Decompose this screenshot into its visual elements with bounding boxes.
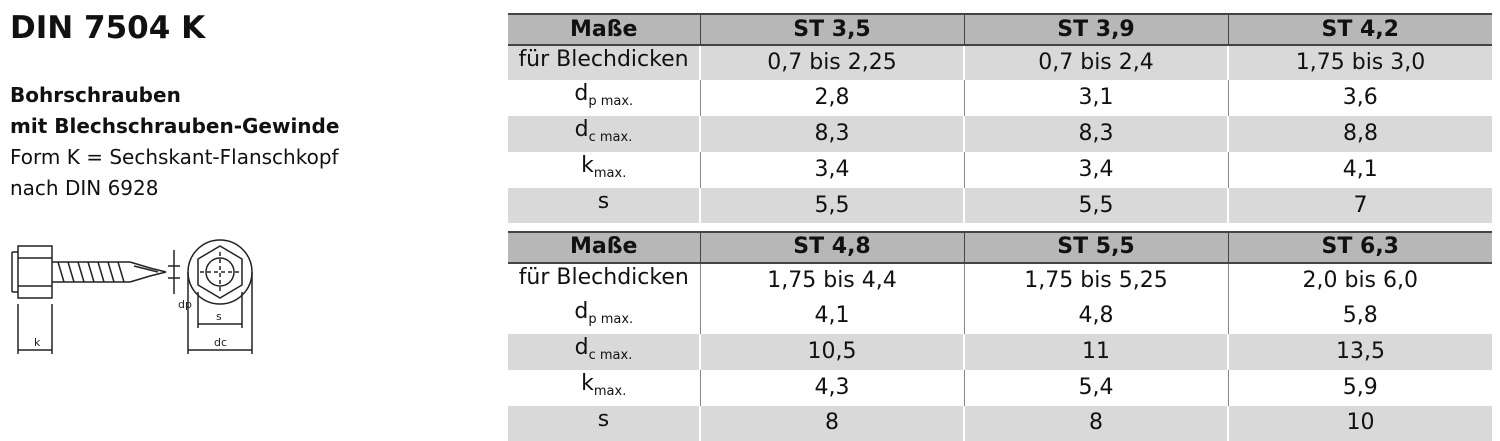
table-row: für Blechdicken 1,75 bis 4,4 1,75 bis 5,… bbox=[508, 262, 1492, 299]
table-cell: 2,8 bbox=[699, 80, 964, 117]
table-row: s 5,5 5,5 7 bbox=[508, 188, 1492, 223]
row-label: dc max. bbox=[508, 116, 700, 153]
table-cell: 8,3 bbox=[699, 116, 964, 153]
table-header-row: Maße ST 4,8 ST 5,5 ST 6,3 bbox=[508, 230, 1492, 264]
table-cell: 0,7 bis 2,4 bbox=[963, 45, 1228, 81]
table-row: kmax. 4,3 5,4 5,9 bbox=[508, 370, 1492, 407]
table-row: für Blechdicken 0,7 bis 2,25 0,7 bis 2,4… bbox=[508, 45, 1492, 81]
table-row: dc max. 10,5 11 13,5 bbox=[508, 334, 1492, 371]
page-title: DIN 7504 K bbox=[10, 10, 206, 46]
table-row: s 8 8 10 bbox=[508, 406, 1492, 441]
table-cell: 5,8 bbox=[1227, 298, 1492, 335]
column-header: Maße bbox=[508, 230, 700, 264]
row-label: dp max. bbox=[508, 80, 700, 117]
description-line-3: Form K = Sechskant-Flanschkopf bbox=[10, 145, 339, 169]
dim-label-s: s bbox=[216, 310, 222, 323]
screw-head-side-view bbox=[11, 245, 53, 299]
table-cell: 10,5 bbox=[699, 334, 964, 371]
table-cell: 0,7 bis 2,25 bbox=[699, 45, 964, 81]
table-cell: 7 bbox=[1227, 188, 1492, 223]
row-label: kmax. bbox=[508, 370, 700, 407]
table-cell: 3,4 bbox=[963, 152, 1228, 189]
table-cell: 5,4 bbox=[963, 370, 1228, 407]
row-label: dc max. bbox=[508, 334, 700, 371]
dim-label-dp: dp bbox=[178, 298, 192, 311]
description-line-1: Bohrschrauben bbox=[10, 83, 181, 107]
table-cell: 8 bbox=[699, 406, 964, 441]
row-label: s bbox=[508, 406, 700, 441]
table-cell: 2,0 bis 6,0 bbox=[1227, 262, 1492, 299]
table-cell: 3,1 bbox=[963, 80, 1228, 117]
table-cell: 5,5 bbox=[699, 188, 964, 223]
table-cell: 1,75 bis 3,0 bbox=[1227, 45, 1492, 81]
table-cell: 8 bbox=[963, 406, 1228, 441]
dimension-table-1: Maße ST 3,5 ST 3,9 ST 4,2 für Blechdicke… bbox=[508, 13, 1492, 223]
column-header: ST 4,8 bbox=[699, 230, 964, 264]
table-row: dp max. 2,8 3,1 3,6 bbox=[508, 80, 1492, 117]
column-header: ST 5,5 bbox=[963, 230, 1228, 264]
table-cell: 10 bbox=[1227, 406, 1492, 441]
row-label: kmax. bbox=[508, 152, 700, 189]
screw-thread-side-view bbox=[52, 261, 167, 283]
table-cell: 1,75 bis 5,25 bbox=[963, 262, 1228, 299]
table-cell: 8,3 bbox=[963, 116, 1228, 153]
table-cell: 4,8 bbox=[963, 298, 1228, 335]
table-cell: 4,1 bbox=[1227, 152, 1492, 189]
table-cell: 4,1 bbox=[699, 298, 964, 335]
column-header: ST 3,5 bbox=[699, 13, 964, 46]
table-cell: 3,6 bbox=[1227, 80, 1492, 117]
column-header: ST 6,3 bbox=[1227, 230, 1492, 264]
table-row: dc max. 8,3 8,3 8,8 bbox=[508, 116, 1492, 153]
table-cell: 1,75 bis 4,4 bbox=[699, 262, 964, 299]
table-cell: 8,8 bbox=[1227, 116, 1492, 153]
table-header-row: Maße ST 3,5 ST 3,9 ST 4,2 bbox=[508, 13, 1492, 46]
dim-label-dc: dc bbox=[214, 336, 227, 349]
dimension-table-2: Maße ST 4,8 ST 5,5 ST 6,3 für Blechdicke… bbox=[508, 230, 1492, 441]
screw-technical-drawing: k dp s dc bbox=[11, 239, 253, 354]
table-cell: 11 bbox=[963, 334, 1228, 371]
table-cell: 5,9 bbox=[1227, 370, 1492, 407]
dimension-tables: Maße ST 3,5 ST 3,9 ST 4,2 für Blechdicke… bbox=[508, 13, 1492, 441]
column-header: ST 3,9 bbox=[963, 13, 1228, 46]
table-cell: 5,5 bbox=[963, 188, 1228, 223]
row-label: für Blechdicken bbox=[508, 262, 700, 299]
row-label: für Blechdicken bbox=[508, 45, 700, 81]
column-header: Maße bbox=[508, 13, 700, 46]
row-label: dp max. bbox=[508, 298, 700, 335]
table-cell: 3,4 bbox=[699, 152, 964, 189]
table-row: dp max. 4,1 4,8 5,8 bbox=[508, 298, 1492, 335]
description-line-2: mit Blechschrauben-Gewinde bbox=[10, 114, 340, 138]
product-description: Bohrschrauben mit Blechschrauben-Gewinde… bbox=[10, 80, 339, 204]
dim-label-k: k bbox=[34, 336, 41, 349]
table-cell: 4,3 bbox=[699, 370, 964, 407]
column-header: ST 4,2 bbox=[1227, 13, 1492, 46]
table-cell: 13,5 bbox=[1227, 334, 1492, 371]
row-label: s bbox=[508, 188, 700, 223]
description-line-4: nach DIN 6928 bbox=[10, 176, 159, 200]
table-row: kmax. 3,4 3,4 4,1 bbox=[508, 152, 1492, 189]
